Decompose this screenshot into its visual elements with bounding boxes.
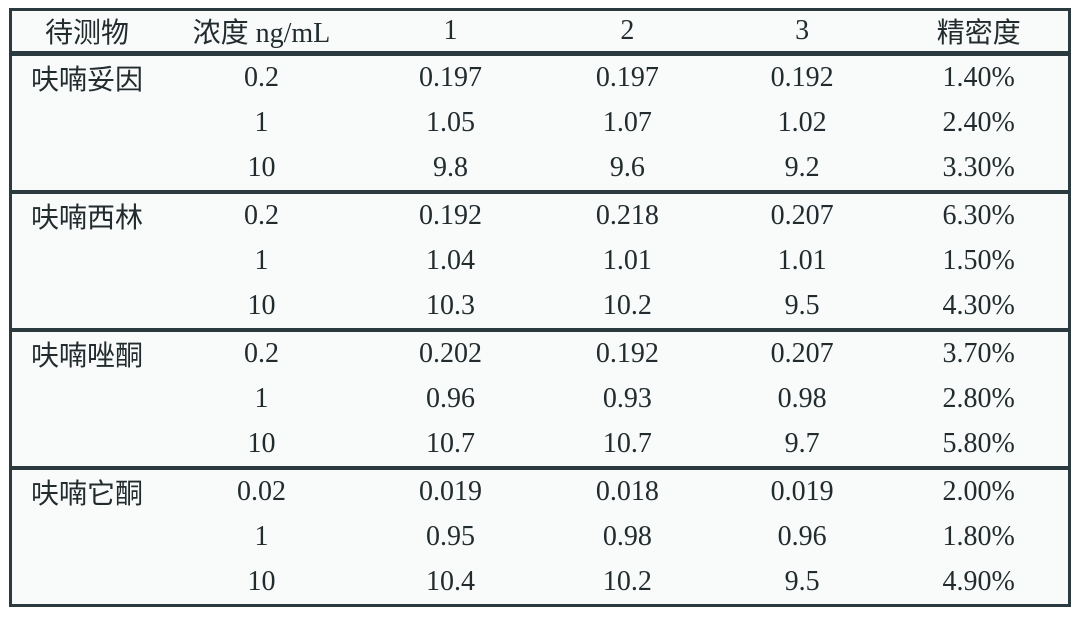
analyte-cell <box>11 100 162 146</box>
concentration-cell: 0.2 <box>243 61 279 93</box>
concentration-cell: 1 <box>254 244 269 276</box>
table-row: 10 10.4 10.2 9.5 4.90% <box>11 560 1070 606</box>
replicate-3-cell: 9.5 <box>784 565 820 597</box>
table-row: 10 10.7 10.7 9.7 5.80% <box>11 422 1070 468</box>
table-row: 呋喃西林 0.2 0.192 0.218 0.207 6.30% <box>10 189 1070 238</box>
replicate-3-cell: 1.02 <box>777 106 827 138</box>
concentration-cell: 1 <box>254 382 269 414</box>
analyte-cell <box>11 238 162 284</box>
concentration-cell: 10 <box>247 289 276 321</box>
replicate-1-cell: 1.04 <box>425 244 475 276</box>
concentration-cell: 0.2 <box>161 327 361 376</box>
table-row: 1 1.04 1.01 1.01 1.50% <box>11 238 1070 284</box>
analyte-cell <box>11 146 162 192</box>
column-header-concentration: 浓度 ng/mL <box>161 9 361 56</box>
replicate-1-cell: 10.3 <box>425 289 475 321</box>
replicate-3-cell: 9.5 <box>784 289 820 321</box>
analyte-cell: 呋喃唑酮 <box>10 327 162 376</box>
replicate-2-cell: 1.07 <box>602 106 652 138</box>
precision-cell: 4.90% <box>942 565 1015 597</box>
precision-cell: 6.30% <box>889 189 1070 238</box>
table-row: 呋喃唑酮 0.2 0.202 0.192 0.207 3.70% <box>10 327 1070 376</box>
column-header-replicate-3: 3 <box>714 9 890 56</box>
replicate-1-cell: 9.8 <box>432 151 468 183</box>
replicate-3-cell: 9.7 <box>784 427 820 459</box>
replicate-2-cell: 10.2 <box>602 289 652 321</box>
replicate-3-cell: 9.2 <box>784 151 820 183</box>
precision-cell: 2.40% <box>942 106 1015 138</box>
table-row: 1 0.96 0.93 0.98 2.80% <box>11 376 1070 422</box>
replicate-3-cell: 0.207 <box>714 327 890 376</box>
analyte-cell <box>11 376 162 422</box>
replicate-2-cell: 10.2 <box>602 565 652 597</box>
replicate-2-cell: 9.6 <box>609 151 645 183</box>
concentration-cell: 10 <box>247 151 276 183</box>
replicate-2-cell: 0.018 <box>539 465 715 514</box>
concentration-cell: 10 <box>247 427 276 459</box>
precision-cell: 2.80% <box>942 382 1015 414</box>
column-header-replicate-2: 2 <box>539 9 715 56</box>
replicate-2-cell: 0.192 <box>539 327 715 376</box>
replicate-1-cell: 0.197 <box>418 61 482 93</box>
precision-cell: 1.50% <box>942 244 1015 276</box>
replicate-1-cell: 0.192 <box>361 189 540 238</box>
replicate-3-cell: 0.207 <box>714 189 890 238</box>
replicate-1-cell: 0.019 <box>361 465 540 514</box>
table-row: 1 0.95 0.98 0.96 1.80% <box>11 514 1070 560</box>
replicate-1-cell: 10.7 <box>425 427 475 459</box>
replicate-2-cell: 1.01 <box>602 244 652 276</box>
replicate-2-cell: 0.93 <box>602 382 652 414</box>
precision-cell: 1.80% <box>942 520 1015 552</box>
replicate-1-cell: 0.96 <box>425 382 475 414</box>
replicate-3-cell: 0.98 <box>777 382 827 414</box>
precision-cell: 4.30% <box>942 289 1015 321</box>
concentration-cell: 1 <box>254 520 269 552</box>
analyte-cell: 呋喃西林 <box>10 189 162 238</box>
replicate-3-cell: 0.96 <box>777 520 827 552</box>
column-header-analyte: 待测物 <box>10 9 162 56</box>
analyte-cell <box>11 284 162 330</box>
table-row: 呋喃它酮 0.02 0.019 0.018 0.019 2.00% <box>10 465 1070 514</box>
table-row: 1 1.05 1.07 1.02 2.40% <box>11 100 1070 146</box>
replicate-1-cell: 10.4 <box>425 565 475 597</box>
concentration-cell: 0.02 <box>161 465 361 514</box>
replicate-3-cell: 1.01 <box>777 244 827 276</box>
replicate-2-cell: 0.218 <box>539 189 715 238</box>
analyte-cell <box>11 514 162 560</box>
analyte-cell <box>11 422 162 468</box>
column-header-precision: 精密度 <box>889 9 1070 56</box>
analyte-cell: 呋喃妥因 <box>30 64 143 96</box>
analyte-cell: 呋喃它酮 <box>10 465 162 514</box>
table-row: 呋喃妥因 0.2 0.197 0.197 0.192 1.40% <box>11 54 1070 100</box>
table-container: 待测物 浓度 ng/mL 1 2 3 精密度 呋喃妥因 0.2 0.197 0.… <box>9 8 1071 607</box>
replicate-3-cell: 0.019 <box>714 465 890 514</box>
replicate-2-cell: 0.197 <box>595 61 659 93</box>
replicate-1-cell: 1.05 <box>425 106 475 138</box>
replicate-1-cell: 0.202 <box>361 327 540 376</box>
table-row: 10 9.8 9.6 9.2 3.30% <box>11 146 1070 192</box>
replicate-2-cell: 10.7 <box>602 427 652 459</box>
column-header-replicate-1: 1 <box>361 9 540 56</box>
replicate-1-cell: 0.95 <box>425 520 475 552</box>
precision-cell: 2.00% <box>889 465 1070 514</box>
replicate-2-cell: 0.98 <box>602 520 652 552</box>
precision-cell: 1.40% <box>942 61 1015 93</box>
concentration-cell: 0.2 <box>161 189 361 238</box>
precision-table: 待测物 浓度 ng/mL 1 2 3 精密度 呋喃妥因 0.2 0.197 0.… <box>9 8 1071 607</box>
table-row: 10 10.3 10.2 9.5 4.30% <box>11 284 1070 330</box>
header-row: 待测物 浓度 ng/mL 1 2 3 精密度 <box>10 9 1070 56</box>
concentration-cell: 10 <box>247 565 276 597</box>
precision-cell: 3.30% <box>942 151 1015 183</box>
replicate-3-cell: 0.192 <box>770 61 834 93</box>
concentration-cell: 1 <box>254 106 269 138</box>
analyte-cell <box>11 560 162 606</box>
precision-cell: 3.70% <box>889 327 1070 376</box>
precision-cell: 5.80% <box>942 427 1015 459</box>
